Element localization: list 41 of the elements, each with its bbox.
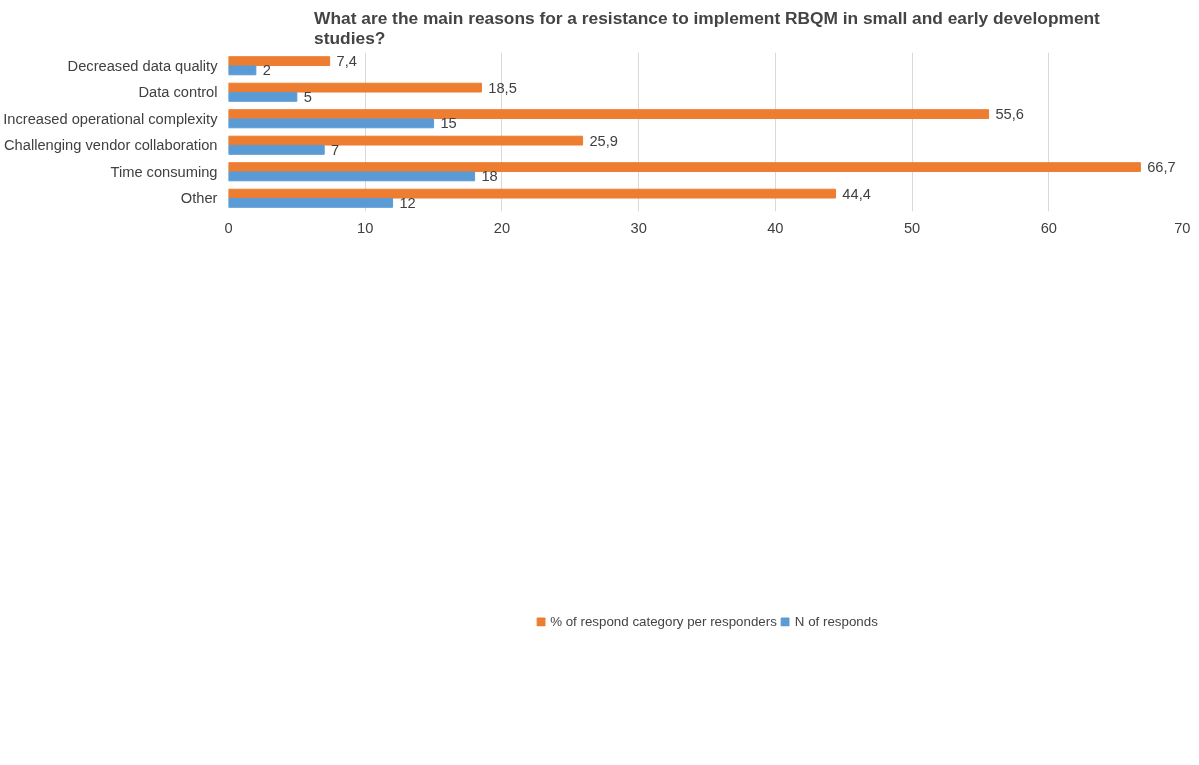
data-label: 44,4	[842, 185, 871, 202]
y-tick-label: Data control	[138, 84, 218, 101]
bar	[228, 82, 482, 93]
legend-label: % of respond category per responders	[550, 613, 777, 629]
bar	[228, 144, 325, 155]
bar	[228, 135, 584, 146]
data-label: 15	[440, 115, 457, 132]
x-tick-label: 40	[767, 219, 784, 236]
data-label: 18,5	[488, 79, 517, 96]
data-label: 5	[303, 88, 312, 105]
bar	[228, 197, 394, 208]
x-tick-label: 50	[903, 219, 921, 236]
data-label: 12	[399, 194, 416, 211]
data-label: 55,6	[995, 106, 1024, 123]
x-tick-label: 30	[630, 219, 647, 236]
data-label: 18	[481, 168, 498, 185]
y-tick-label: Increased operational complexity	[3, 110, 219, 127]
y-tick-label: Decreased data quality	[67, 57, 219, 74]
x-tick-label: 70	[1174, 219, 1191, 236]
y-tick-label: Time consuming	[110, 163, 218, 180]
data-label: 7,4	[336, 53, 357, 70]
x-tick-label: 60	[1040, 219, 1057, 236]
x-tick-label: 0	[224, 219, 233, 236]
data-label: 2	[262, 62, 271, 79]
data-label: 25,9	[589, 132, 618, 149]
y-tick-label: Other	[180, 190, 218, 207]
legend-label: N of responds	[794, 613, 878, 629]
data-label: 7	[331, 141, 340, 158]
bar	[228, 91, 298, 102]
bar	[228, 118, 435, 129]
bar	[228, 162, 1141, 173]
data-label: 66,7	[1147, 159, 1176, 176]
x-tick-label: 10	[357, 219, 374, 236]
y-tick-label: Challenging vendor collaboration	[4, 137, 218, 154]
bar	[228, 56, 331, 67]
bar	[228, 188, 837, 199]
bar	[228, 65, 257, 76]
x-tick-label: 20	[493, 219, 511, 236]
bar	[228, 109, 990, 120]
bar	[228, 171, 476, 182]
chart-title: What are the main reasons for a resistance to implement RBQM in small and early development studies?	[314, 7, 1101, 48]
